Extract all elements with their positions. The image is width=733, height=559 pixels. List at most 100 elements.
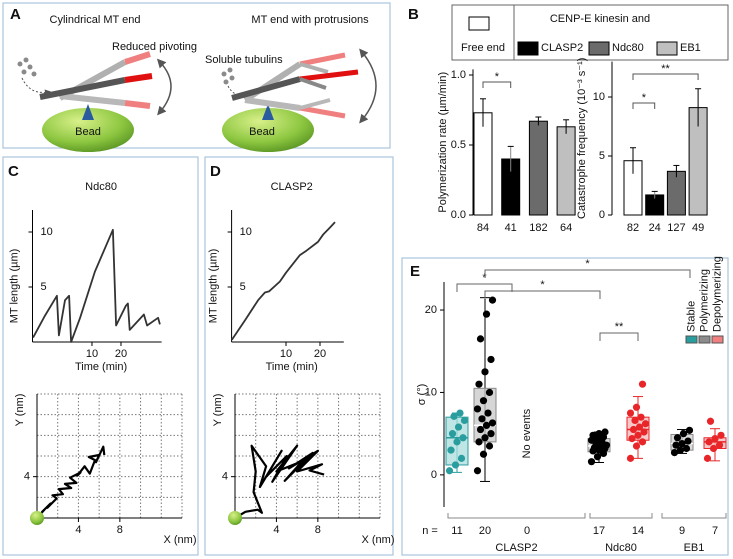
y-tick-label: 10	[240, 226, 252, 238]
data-point	[476, 335, 485, 343]
x-tick-label: 10	[280, 348, 292, 360]
y-tick-label: 4	[24, 471, 30, 483]
y-axis-label: MT length (µm)	[8, 249, 20, 324]
data-point	[678, 439, 686, 448]
n-label: 17	[593, 525, 605, 537]
data-point	[640, 428, 648, 436]
data-point	[709, 444, 718, 453]
x-axis-label: Time (min)	[266, 361, 318, 373]
diagram-note: Reduced pivoting	[112, 41, 197, 53]
x-tick-label: 127	[667, 222, 685, 234]
y-tick-label: 10	[425, 386, 437, 398]
legend-label: Stable	[685, 301, 697, 332]
data-point	[638, 438, 647, 446]
significance-bracket	[484, 269, 691, 278]
legend-swatch	[685, 335, 698, 344]
significance-bracket	[456, 283, 513, 292]
x-tick-label: 4	[273, 524, 279, 536]
data-line	[231, 221, 336, 341]
data-point	[488, 419, 497, 427]
significance-bracket	[632, 102, 656, 109]
significance-label: *	[540, 279, 545, 291]
x-axis-label: X (nm)	[362, 534, 395, 546]
data-point	[488, 296, 497, 304]
y-tick-label: 20	[425, 304, 437, 316]
data-point	[454, 423, 463, 431]
x-tick-label: 4	[75, 524, 81, 536]
legend-b: Free end CENP-E kinesin and CLASP2 Ndc80…	[451, 4, 729, 61]
data-point	[475, 380, 483, 388]
y-axis-label: Y (nm)	[212, 394, 224, 427]
x-tick-label: 20	[314, 348, 326, 360]
data-point	[450, 412, 458, 420]
data-line	[234, 444, 325, 519]
chart-title: Ndc80	[85, 181, 117, 193]
data-line	[36, 445, 106, 519]
x-tick-label: 49	[692, 222, 704, 234]
y-axis-label: Polymerization rate (µm/min)	[437, 72, 449, 213]
bar	[666, 170, 686, 216]
n-label: 0	[524, 525, 530, 537]
data-point	[601, 428, 609, 436]
n-label: 9	[679, 525, 685, 537]
legend-swatch	[517, 41, 539, 56]
group-bracket	[447, 513, 586, 519]
legend-label: Polymerizing	[698, 269, 710, 332]
diagram-note: Soluble tubulins	[205, 54, 283, 66]
data-point	[632, 442, 641, 450]
data-point	[673, 434, 682, 442]
data-point	[703, 454, 712, 462]
x-tick-label: 24	[649, 222, 661, 234]
data-point	[685, 426, 694, 434]
x-axis-label: Time (min)	[75, 361, 127, 373]
y-axis-label: Y (nm)	[14, 394, 26, 427]
significance-label: *	[585, 258, 590, 270]
data-point	[457, 454, 466, 462]
bead	[228, 511, 242, 525]
n-prefix: n =	[422, 525, 438, 537]
bead-label: Bead	[249, 126, 275, 138]
bar	[556, 126, 576, 216]
x-tick-label: 8	[117, 524, 123, 536]
data-point	[456, 409, 464, 417]
bead	[30, 511, 44, 525]
data-point	[478, 415, 486, 423]
y-tick-label: 1.0	[451, 69, 466, 81]
legend-label: Depolymerizing	[711, 256, 723, 332]
data-point	[634, 431, 642, 439]
x-tick-label: 10	[86, 348, 98, 360]
y-tick-label: 0.5	[451, 139, 466, 151]
data-point	[593, 453, 602, 461]
n-label: 11	[451, 525, 462, 537]
data-point	[635, 423, 644, 431]
data-point	[641, 420, 650, 428]
chart-title: CLASP2	[271, 181, 313, 193]
data-point	[481, 368, 489, 376]
data-point	[595, 430, 603, 438]
data-point	[479, 450, 488, 458]
data-point	[628, 434, 636, 443]
box-note: No events	[521, 408, 533, 458]
x-tick-label: 8	[315, 524, 321, 536]
x-tick-label: 41	[505, 222, 517, 234]
bead-label: Bead	[75, 126, 101, 138]
legend-heading: CENP-E kinesin and	[550, 13, 650, 25]
data-point	[705, 438, 713, 446]
x-axis-label: X (nm)	[164, 534, 197, 546]
data-point	[451, 461, 460, 469]
data-point	[447, 446, 455, 454]
data-point	[632, 403, 641, 411]
data-point	[629, 425, 638, 434]
group-label: EB1	[684, 542, 705, 554]
data-point	[682, 444, 691, 453]
significance-label: **	[661, 63, 670, 75]
significance-label: **	[615, 321, 624, 333]
legend-label: EB1	[680, 42, 701, 54]
data-point	[475, 438, 483, 446]
legend-swatch	[588, 41, 610, 56]
data-point	[485, 442, 494, 450]
x-tick-label: 64	[560, 222, 572, 234]
legend-swatch	[468, 16, 490, 31]
panel-a-frame	[2, 2, 391, 149]
